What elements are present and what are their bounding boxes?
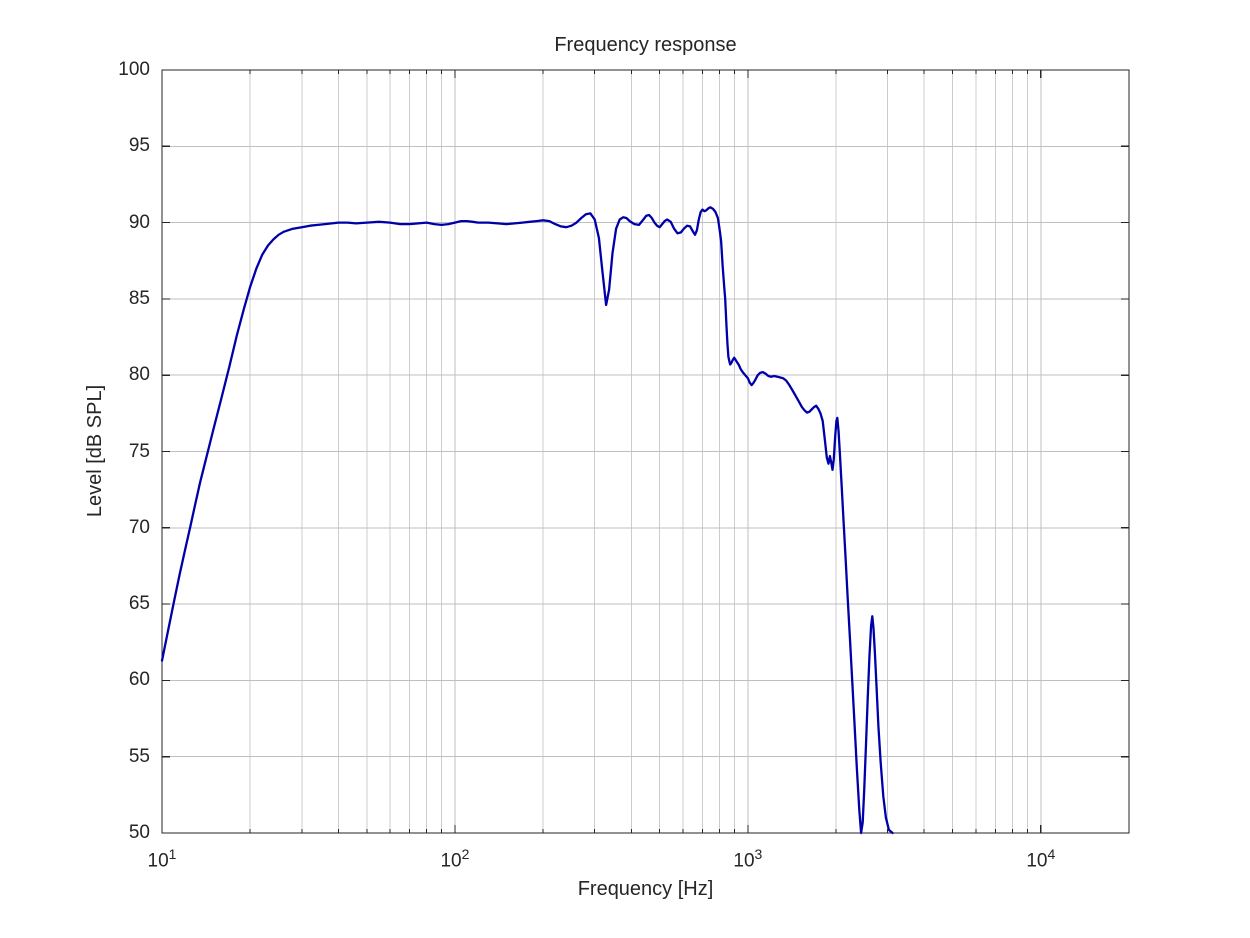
y-tick-label: 70 [128,516,150,538]
y-tick-label: 60 [128,669,150,691]
x-tick-label: 102 [440,846,470,872]
y-tick-label: 55 [128,745,150,767]
y-tick-label: 65 [128,593,150,615]
y-tick-label: 50 [128,822,150,843]
frequency-response-curve [160,206,894,835]
y-axis-label: Level [dB SPL] [84,384,106,518]
y-tick-label: 90 [128,211,150,233]
y-tick-label: 80 [128,364,150,386]
x-tick-label: 104 [1026,846,1056,872]
y-tick-label: 85 [128,287,150,309]
y-tick-label: 95 [128,135,150,157]
axes-box [161,69,1130,834]
x-tick-label: 103 [733,846,763,872]
y-tick-label: 100 [118,59,150,80]
x-tick-label: 101 [147,846,177,872]
chart-title: Frequency response [554,34,737,56]
x-axis-label: Frequency [Hz] [577,878,714,900]
y-tick-label: 75 [128,440,150,462]
